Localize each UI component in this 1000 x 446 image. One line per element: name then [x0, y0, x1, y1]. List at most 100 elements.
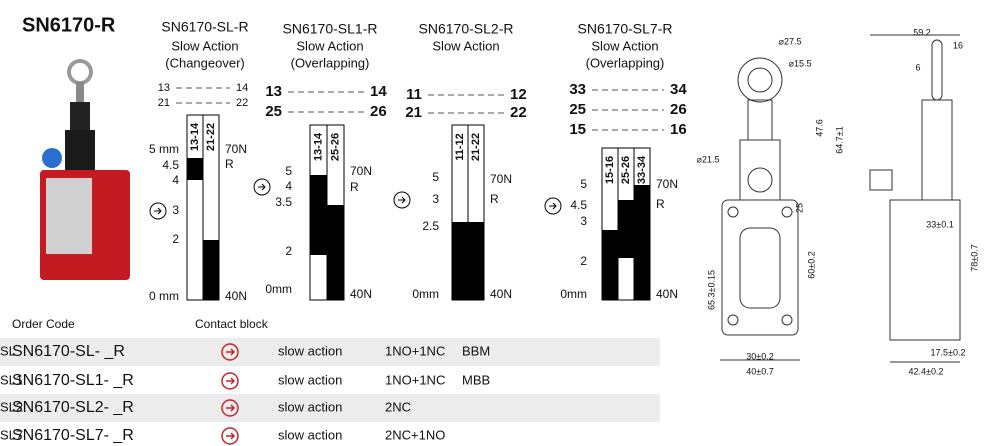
travel-label: 3.5: [275, 195, 292, 209]
contact-icon-arrow: [226, 377, 236, 385]
dimension-label: 16: [953, 40, 963, 50]
travel-label: 4.5: [570, 198, 587, 212]
contact-closed: [468, 222, 484, 300]
table-cell: SN6170-SL7- _R: [12, 427, 134, 444]
table-cell: slow action: [278, 427, 342, 442]
travel-arrow: [154, 207, 162, 215]
dimension-label: ⌀21.5: [697, 154, 720, 164]
force-label: R: [490, 192, 499, 206]
contact-number: 33: [569, 81, 586, 98]
dimension-label: 17.5±0.2: [931, 347, 966, 357]
force-label: 40N: [490, 287, 512, 301]
dimension-label: 65.3±0.15: [706, 270, 716, 310]
travel-icon: [393, 191, 411, 209]
force-label: R: [350, 180, 359, 194]
contact-number: 11: [406, 86, 422, 103]
force-label: R: [656, 197, 665, 211]
dimension-label: 25: [794, 203, 804, 213]
diagram-action: Slow Action: [171, 38, 238, 53]
diagram-mode: (Overlapping): [586, 55, 665, 70]
travel-label: 0mm: [560, 287, 587, 301]
contact-number: 21: [405, 104, 422, 121]
travel-label: 0 mm: [149, 289, 179, 303]
table-cell: SL: [0, 343, 16, 358]
force-label: R: [225, 157, 234, 171]
force-label: 40N: [656, 287, 678, 301]
travel-label: 2: [285, 244, 292, 258]
technical-drawing: [720, 34, 961, 363]
travel-icon: [544, 197, 562, 215]
diagram-action: Slow Action: [296, 38, 363, 53]
dimension-label: 59.2: [913, 27, 931, 37]
travel-label: 0mm: [412, 287, 439, 301]
contact-number: 22: [510, 104, 527, 121]
travel-label: 2: [172, 232, 179, 246]
product-photo: [40, 59, 130, 280]
column-label: 25-26: [329, 133, 341, 161]
diagram-title: SN6170-SL2-R: [419, 21, 514, 37]
contact-icon-arrow: [226, 404, 236, 412]
contact-number: 26: [670, 101, 687, 118]
contact-number: 16: [670, 121, 687, 138]
travel-label: 4: [285, 179, 292, 193]
table-header: Order Code: [12, 317, 75, 331]
column-label: 33-34: [636, 155, 648, 184]
table-cell: SL1: [0, 372, 23, 387]
travel-label: 0mm: [265, 282, 292, 296]
contact-number: 13: [265, 83, 282, 100]
diagram-mode: (Overlapping): [291, 55, 370, 70]
table-cell: BBM: [462, 343, 490, 358]
force-label: 40N: [350, 287, 372, 301]
travel-arrow: [398, 196, 406, 204]
table-cell: SN6170-SL2- _R: [12, 399, 134, 416]
table-cell: 1NO+1NC: [385, 372, 445, 387]
table-cell: MBB: [462, 372, 490, 387]
diagram-mode: (Changeover): [165, 55, 245, 70]
travel-label: 2.5: [422, 219, 439, 233]
contact-closed: [634, 185, 650, 300]
table-cell: 2NC: [385, 399, 411, 414]
table-header: Contact block: [195, 317, 269, 331]
contact-number: 34: [670, 81, 687, 98]
contact-closed: [618, 200, 634, 258]
diagram-action: Slow Action: [432, 38, 499, 53]
travel-label: 3: [432, 192, 439, 206]
dimension-label: ⌀15.5: [789, 58, 812, 68]
column-label: 21-22: [205, 123, 217, 151]
force-label: 70N: [225, 142, 247, 156]
travel-label: 5: [580, 177, 587, 191]
contact-number: 14: [236, 82, 248, 94]
contact-icon-arrow: [226, 432, 236, 440]
travel-label: 5: [432, 170, 439, 184]
table-cell: SL2: [0, 399, 23, 414]
diagram-action: Slow Action: [591, 38, 658, 53]
contact-number: 12: [510, 86, 527, 103]
dimension-label: 42.4±0.2: [909, 366, 944, 376]
travel-label: 4: [172, 173, 179, 187]
table-cell: SL7: [0, 427, 23, 442]
travel-label: 3: [172, 203, 179, 217]
contact-closed: [187, 158, 203, 180]
diagram-title: SN6170-SL7-R: [578, 21, 673, 37]
contact-icon-arrow: [226, 348, 236, 356]
contact-number: 21: [158, 97, 170, 109]
contact-number: 25: [265, 103, 282, 120]
table-cell: SN6170-SL1- _R: [12, 372, 134, 389]
contact-number: 26: [370, 103, 387, 120]
table-cell: slow action: [278, 399, 342, 414]
contact-number: 22: [236, 97, 248, 109]
travel-label: 3: [580, 214, 587, 228]
table-cell: slow action: [278, 372, 342, 387]
contact-icon: [221, 427, 239, 445]
dimension-label: 6: [915, 62, 920, 72]
dimension-label: 30±0.2: [746, 351, 773, 361]
contact-icon: [221, 372, 239, 390]
contact-closed: [452, 222, 468, 300]
dimension-label: ⌀27.5: [779, 36, 802, 46]
dimension-label: 64.7±1: [834, 126, 844, 153]
travel-label: 5 mm: [149, 142, 179, 156]
contact-closed: [602, 230, 618, 300]
travel-label: 2: [580, 254, 587, 268]
dimension-label: 47.6: [814, 119, 824, 137]
